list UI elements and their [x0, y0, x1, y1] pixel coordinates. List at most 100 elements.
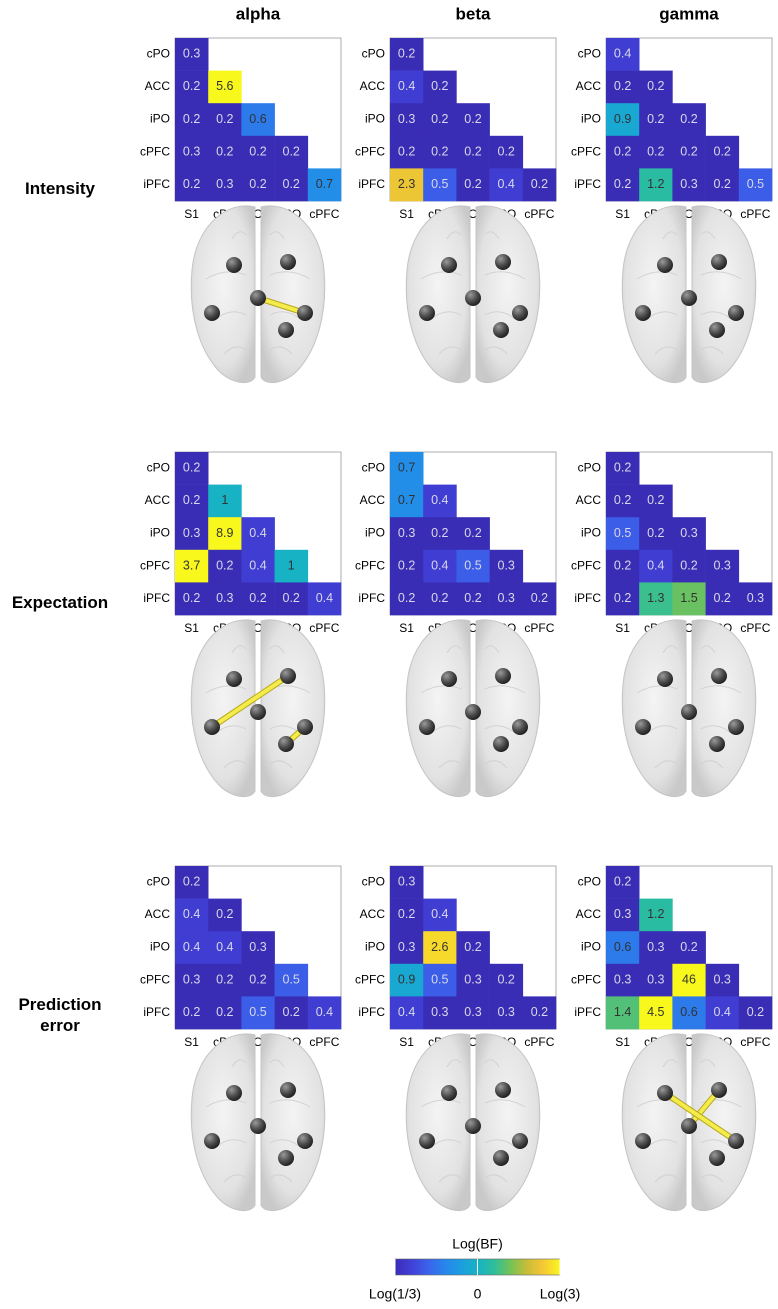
cell-label: 2.6: [431, 940, 448, 954]
heatmap-cell: [606, 103, 640, 137]
heatmap-cell: [738, 996, 773, 1030]
cell-label: 0.2: [714, 177, 731, 191]
cell-label: 0.2: [647, 493, 664, 507]
brain-node: [297, 305, 313, 321]
brain-hemisphere: [621, 1033, 687, 1212]
brain-node: [711, 254, 727, 270]
heatmap-cell: [705, 582, 740, 616]
heatmap-cell: [456, 931, 490, 965]
edge: [256, 296, 307, 315]
cell-label: 0.2: [283, 177, 300, 191]
y-tick-label: iPO: [365, 526, 385, 540]
brain-node: [711, 668, 727, 684]
heatmap-cell: [639, 898, 673, 932]
y-tick-label: iPFC: [358, 177, 385, 191]
heatmap-cell: [390, 996, 424, 1030]
brain-gyrus: [662, 645, 678, 654]
x-tick-label: S1: [615, 1035, 630, 1049]
brain-node: [728, 719, 744, 735]
brain-node: [493, 1150, 509, 1166]
brain-gyrus: [484, 685, 526, 694]
cell-label: 0.4: [498, 177, 515, 191]
cell-label: 0.2: [216, 558, 233, 572]
brain-hemisphere: [260, 1033, 326, 1212]
y-tick-label: cPFC: [571, 972, 601, 986]
brain-gyrus: [446, 1059, 462, 1068]
brain-node: [681, 290, 697, 306]
heatmap-cell: [307, 168, 342, 202]
heatmap-cell: [456, 517, 490, 551]
heatmap-cell: [606, 549, 640, 583]
y-tick-label: cPO: [147, 460, 170, 474]
heatmap-cell: [390, 103, 424, 137]
y-tick-label: iPO: [150, 940, 170, 954]
heatmap-cell: [241, 582, 275, 616]
brain-gyrus: [269, 760, 293, 769]
cell-label: 0.3: [216, 177, 233, 191]
heatmap-cell: [175, 931, 209, 965]
brain-gyrus: [269, 1139, 301, 1148]
cell-label: 0.2: [647, 526, 664, 540]
heatmap-cell: [672, 963, 706, 997]
y-tick-label: iPFC: [574, 177, 601, 191]
brain-gyrus: [662, 1059, 678, 1068]
heatmap-cell: [606, 898, 640, 932]
cell-label: 0.4: [431, 493, 448, 507]
brain-gyrus: [700, 1059, 716, 1068]
cell-label: 0.2: [714, 591, 731, 605]
cell-label: 0.3: [398, 526, 415, 540]
heatmap-cell: [241, 168, 275, 202]
cell-label: 0.2: [398, 47, 415, 61]
heatmap-cell: [208, 549, 242, 583]
x-tick-label: S1: [399, 1035, 414, 1049]
heatmap-cell: [241, 517, 275, 551]
heatmap-cell: [606, 931, 640, 965]
brain-node: [495, 1082, 511, 1098]
brain-node: [495, 254, 511, 270]
brain-node: [493, 736, 509, 752]
y-tick-label: ACC: [145, 907, 171, 921]
heatmap-cell: [456, 135, 490, 169]
brain-hemisphere: [405, 1033, 471, 1212]
heatmap-cell: [241, 549, 275, 583]
cell-label: 0.3: [183, 47, 200, 61]
x-tick-label: S1: [615, 207, 630, 221]
brain-node: [728, 1133, 744, 1149]
heatmap-cell: [672, 549, 706, 583]
y-tick-label: ACC: [360, 79, 386, 93]
cell-label: 0.2: [531, 1005, 548, 1019]
y-tick-label: cPFC: [140, 972, 170, 986]
heatmap-cell: [423, 931, 457, 965]
heatmap-cell: [672, 582, 706, 616]
heatmap-cell: [175, 963, 209, 997]
y-tick-label: cPO: [362, 874, 385, 888]
brain-gyrus: [700, 271, 742, 280]
cell-label: 0.2: [498, 144, 515, 158]
y-tick-label: cPO: [362, 46, 385, 60]
brain-node: [709, 736, 725, 752]
cell-label: 0.4: [316, 591, 333, 605]
edge: [663, 1091, 738, 1143]
cell-label: 0.2: [431, 591, 448, 605]
heatmap-cell: [606, 484, 640, 518]
brain-node: [250, 290, 266, 306]
heatmap-cell: [489, 135, 524, 169]
brain-node: [635, 305, 651, 321]
brain: [405, 205, 541, 384]
brain-gyrus: [438, 760, 462, 769]
heatmap-cell: [423, 898, 457, 932]
heatmap-cell: [606, 70, 640, 104]
brain-node: [204, 305, 220, 321]
brain-node: [280, 668, 296, 684]
brain-gyrus: [223, 760, 247, 769]
y-tick-label: iPO: [150, 112, 170, 126]
brain: [190, 619, 326, 798]
heatmap-cell: [390, 931, 424, 965]
cell-label: 0.4: [249, 558, 266, 572]
heatmap-cell: [241, 135, 275, 169]
y-tick-label: iPFC: [143, 591, 170, 605]
cell-label: 0.2: [614, 79, 631, 93]
cell-label: 0.3: [464, 972, 481, 986]
heatmap-cell: [175, 38, 209, 71]
brain-gyrus: [484, 1174, 508, 1183]
